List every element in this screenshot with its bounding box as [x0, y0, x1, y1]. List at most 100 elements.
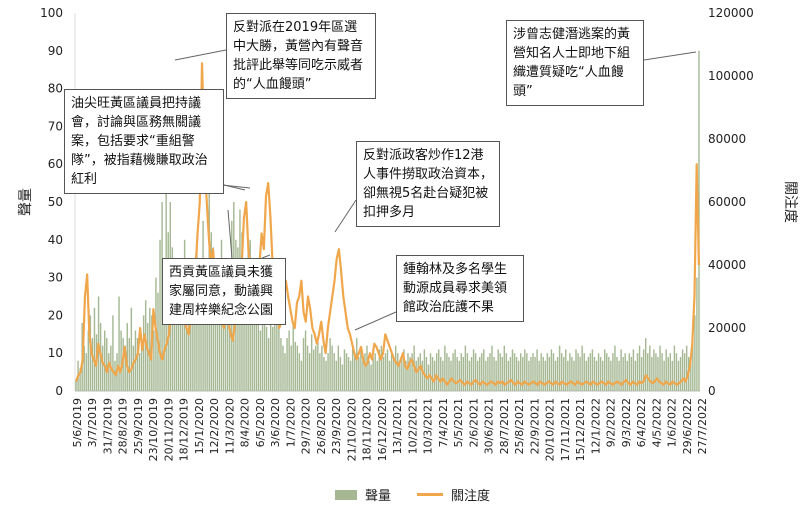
volume-bar	[360, 349, 362, 391]
volume-bar	[329, 338, 331, 391]
left-y-tick-label: 0	[55, 384, 63, 398]
volume-bar	[509, 356, 512, 391]
volume-bar	[319, 353, 321, 391]
right-y-tick-label: 100000	[708, 69, 754, 83]
volume-bar	[429, 353, 432, 391]
volume-bar	[313, 349, 315, 391]
volume-bar	[79, 368, 81, 391]
x-tick-label: 18/11/2020	[361, 398, 374, 461]
volume-bar	[644, 338, 647, 391]
volume-bar	[292, 322, 294, 391]
volume-bar	[556, 356, 559, 391]
volume-bar	[380, 345, 383, 391]
x-tick-label: 5/6/2019	[71, 398, 84, 447]
volume-bar	[384, 353, 387, 391]
volume-bar	[392, 356, 395, 391]
volume-bar	[491, 345, 493, 391]
volume-bar	[112, 315, 114, 391]
volume-bar	[306, 345, 309, 391]
volume-bar	[128, 338, 131, 391]
volume-bar	[382, 356, 385, 391]
volume-bar	[206, 270, 208, 391]
volume-bar	[91, 338, 94, 391]
volume-bar	[470, 356, 473, 391]
volume-bar	[599, 356, 602, 391]
x-tick-label: 13/1/2021	[391, 398, 404, 454]
x-tick-label: 20/11/2019	[163, 398, 176, 461]
volume-bar	[483, 349, 485, 391]
volume-bar	[87, 330, 90, 391]
volume-bar	[284, 353, 286, 391]
annotation-box-12-hongkongers: 反對派政客炒作12港人事件撈取政治資本，卻無視5名赴台疑犯被扣押多月	[356, 141, 500, 227]
right-y-axis: 0 20000 40000 60000 80000 100000 120000	[708, 6, 754, 398]
annotation-box-sai-kung: 西貢黃區議員未獲家屬同意，動議興建周梓樂紀念公園	[162, 258, 286, 325]
volume-bar	[374, 353, 376, 391]
volume-bar	[634, 360, 637, 391]
volume-bar	[526, 353, 528, 391]
volume-bar	[421, 360, 424, 391]
volume-bar	[552, 353, 555, 391]
volume-bar	[597, 353, 600, 391]
volume-bar	[577, 353, 579, 391]
volume-bar	[507, 360, 510, 391]
volume-bar	[321, 345, 323, 391]
volume-bar	[536, 349, 538, 391]
volume-bar	[460, 353, 462, 391]
volume-bar	[315, 345, 317, 391]
volume-bar	[126, 322, 128, 391]
volume-bar	[442, 360, 444, 391]
x-tick-label: 10/3/2021	[422, 398, 435, 454]
x-tick-label: 8/4/2020	[239, 398, 252, 447]
x-tick-label: 28/8/2019	[117, 398, 130, 454]
x-tick-label: 3/6/2020	[269, 398, 282, 447]
volume-bar	[583, 353, 585, 391]
volume-bar	[259, 330, 262, 391]
x-tick-label: 17/11/2021	[559, 398, 572, 461]
volume-bar	[106, 338, 108, 391]
volume-bar	[446, 353, 448, 391]
x-tick-label: 9/3/2022	[620, 398, 633, 447]
volume-bar	[304, 330, 307, 391]
volume-bar	[604, 349, 606, 391]
volume-bar	[222, 270, 225, 391]
volume-bar	[409, 356, 411, 391]
right-axis-title: 關注度	[782, 181, 798, 223]
volume-bar	[325, 360, 327, 391]
volume-bar	[563, 356, 565, 391]
volume-bar	[501, 356, 503, 391]
volume-bar	[282, 345, 284, 391]
callout-leader-line	[334, 199, 357, 233]
volume-bar	[487, 356, 489, 391]
volume-bar	[288, 330, 290, 391]
volume-bar	[456, 356, 458, 391]
volume-bar	[626, 360, 628, 391]
volume-bar	[327, 353, 329, 391]
volume-bar	[632, 349, 635, 391]
right-y-tick-label: 120000	[708, 6, 754, 20]
volume-bar	[495, 360, 497, 391]
volume-bar	[335, 360, 337, 391]
volume-bar	[601, 360, 604, 391]
volume-bar	[120, 330, 122, 391]
volume-bar	[548, 356, 551, 391]
volume-bar	[349, 360, 352, 391]
volume-bar	[560, 353, 563, 391]
legend: 聲量 關注度	[335, 485, 490, 504]
volume-bar	[450, 360, 452, 391]
volume-bar	[370, 364, 372, 391]
volume-bar	[339, 356, 342, 391]
volume-bar	[444, 345, 446, 391]
volume-bar	[300, 360, 303, 391]
volume-bar	[669, 353, 671, 391]
volume-bar	[417, 356, 419, 391]
volume-bar	[136, 338, 139, 391]
volume-bar	[226, 296, 229, 391]
volume-bar	[245, 277, 247, 391]
volume-bar	[294, 341, 296, 391]
volume-bar	[302, 338, 305, 391]
left-y-tick-label: 20	[48, 308, 63, 322]
volume-bar	[257, 322, 260, 391]
volume-bar	[675, 353, 678, 391]
volume-bar	[368, 360, 370, 391]
volume-bar	[286, 338, 288, 391]
